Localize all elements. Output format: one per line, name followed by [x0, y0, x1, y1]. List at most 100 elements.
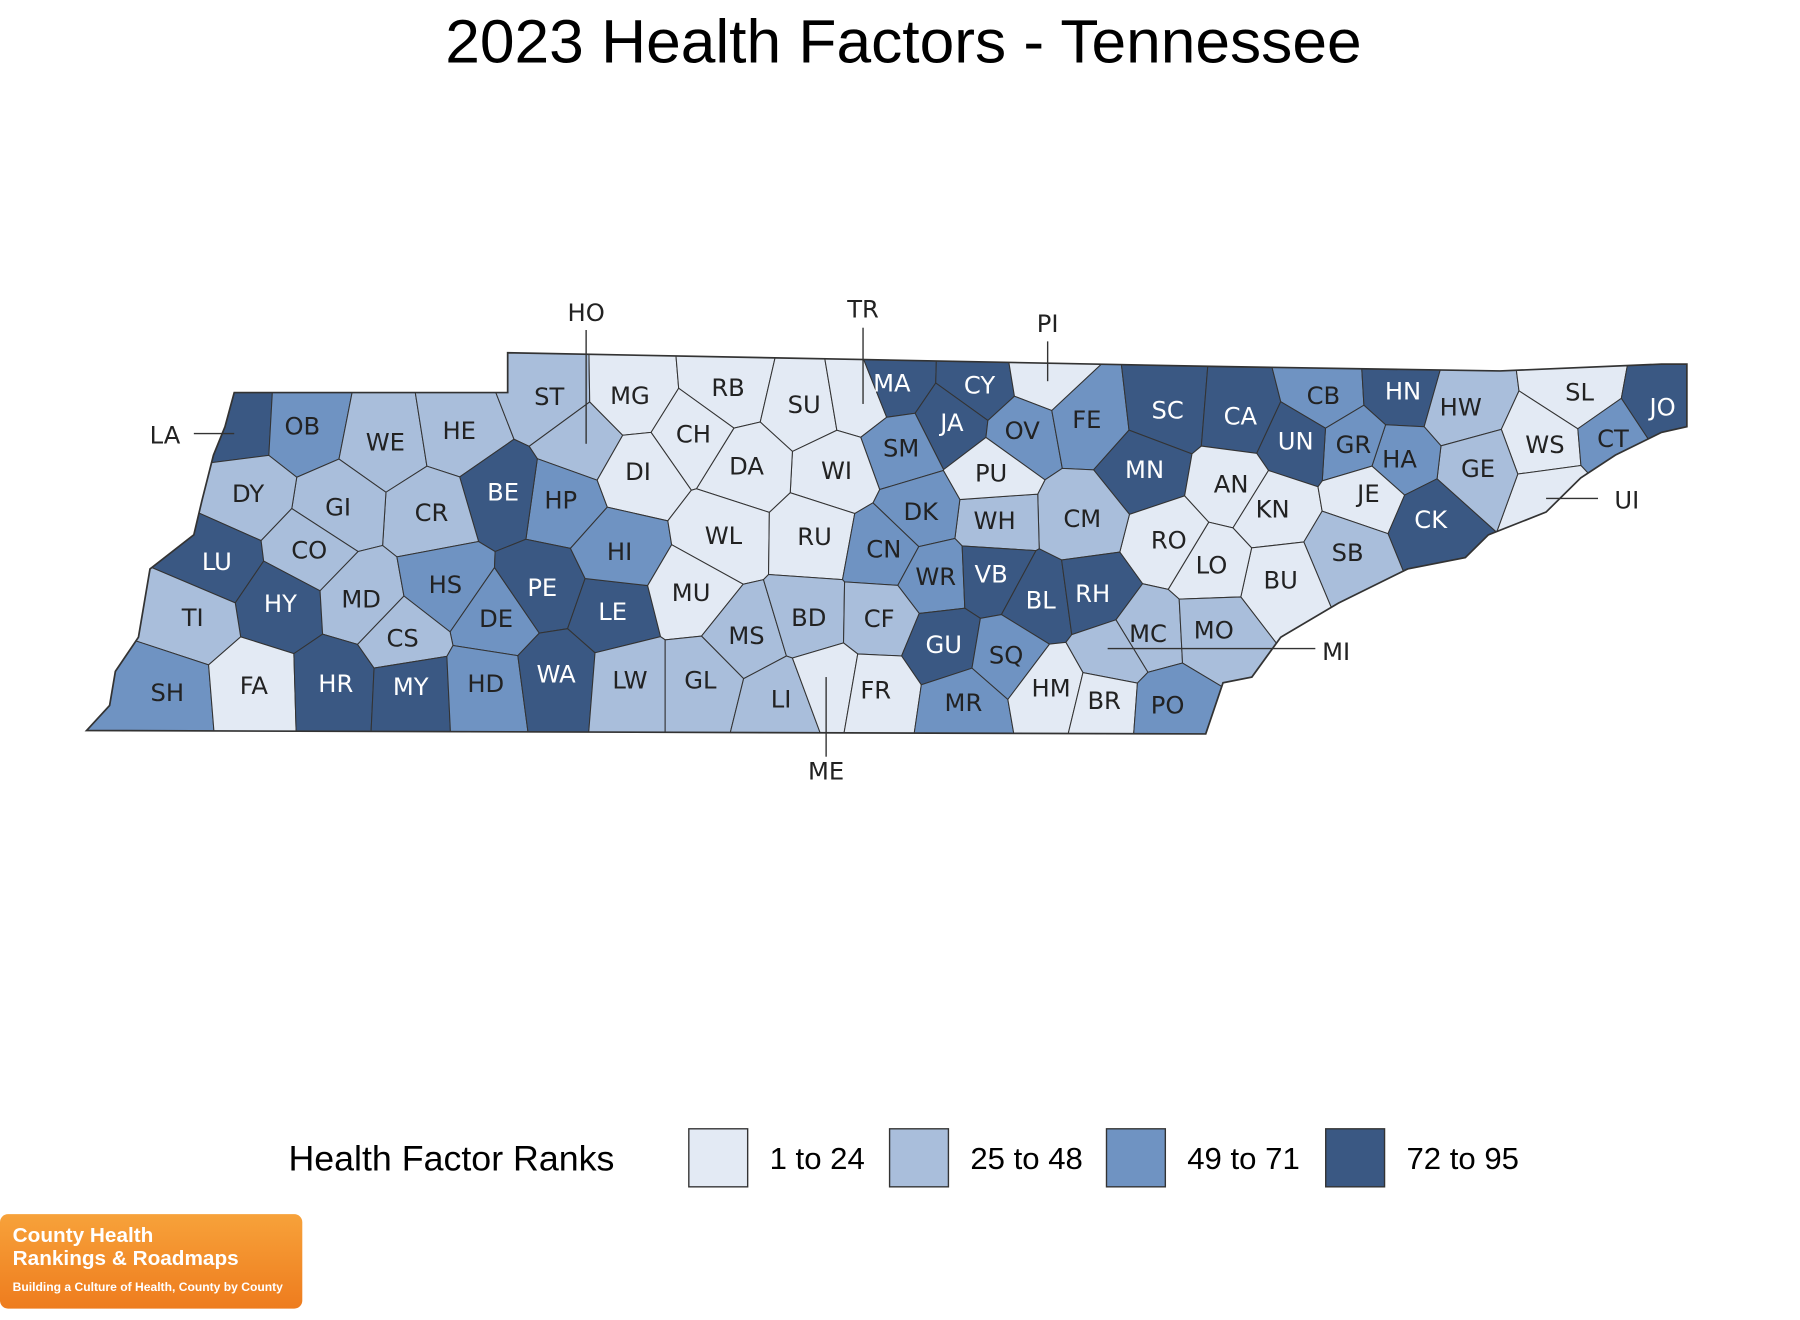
county-label: OB [284, 413, 320, 441]
title: 2023 Health Factors - Tennessee [445, 8, 1361, 77]
county-label: HA [1382, 446, 1417, 474]
county-label: PE [527, 574, 557, 602]
county-label: CN [866, 536, 901, 564]
county-label: JE [1355, 480, 1379, 508]
county-label: SU [788, 391, 821, 419]
county-label: BL [1026, 587, 1057, 615]
county-label: GU [926, 631, 963, 659]
county-label: MC [1129, 620, 1167, 648]
county-label: GL [684, 667, 717, 695]
county-label: LE [598, 598, 627, 626]
county-label: CM [1063, 505, 1101, 533]
county-label: JO [1648, 393, 1676, 421]
county-label: CH [676, 421, 711, 449]
county-label: HR [318, 670, 353, 698]
county-label: CY [964, 372, 996, 400]
content: 2023 Health Factors - Tennessee LA OB WE HE… [0, 8, 1688, 1309]
county-label: WR [915, 563, 956, 591]
county-label: SH [151, 679, 185, 707]
county-label: MN [1125, 456, 1164, 484]
county-label: CO [291, 537, 327, 565]
county-label: HY [264, 590, 297, 618]
county-label: RO [1151, 527, 1187, 555]
county-label: BE [487, 479, 519, 507]
county-label: FR [860, 677, 891, 705]
county-label: RU [797, 523, 832, 551]
legend-swatch [1325, 1128, 1386, 1188]
logo-text: Rankings & Roadmaps [13, 1247, 239, 1270]
county-label: LW [612, 667, 647, 695]
county-label: DI [625, 458, 651, 486]
county [338, 352, 428, 493]
county [1387, 478, 1549, 734]
county-label: SM [883, 434, 919, 462]
county-label: MR [945, 689, 983, 717]
county-label: CR [415, 499, 449, 527]
county-label: HS [429, 571, 463, 599]
county-label: HO [567, 299, 604, 327]
county-label: WL [705, 522, 743, 550]
county-label: AN [1214, 471, 1249, 499]
county-label: WH [974, 507, 1016, 535]
county [208, 636, 298, 734]
county-labels: LA OB WE HE ST HO MG RB SU TR MA CY PI JA OV FE SC CA CB HN… [150, 296, 1676, 786]
county-label: MO [1194, 616, 1234, 644]
county-label: MI [1322, 638, 1350, 666]
county-label: ME [808, 758, 844, 786]
county-label: MS [728, 622, 764, 650]
logo-badge [0, 1214, 303, 1309]
county-label: MU [672, 579, 711, 607]
county-label: SL [1565, 379, 1594, 407]
county-label: MG [610, 382, 650, 410]
county-label: RH [1075, 580, 1110, 608]
county-label: CB [1307, 382, 1341, 410]
county-label: SC [1152, 397, 1184, 425]
county-label: HN [1385, 378, 1421, 406]
county-label: PU [975, 459, 1007, 487]
legend-label: 25 to 48 [970, 1141, 1083, 1176]
county-label: BU [1264, 566, 1298, 594]
legend: 1 to 24 25 to 48 49 to 71 72 to 95 [688, 1128, 1519, 1188]
county-label: LU [202, 548, 232, 576]
legend-swatch [688, 1128, 749, 1188]
county-label: HW [1440, 393, 1482, 421]
county-label: MD [341, 586, 381, 614]
county-label: BR [1087, 687, 1121, 715]
county-label: FA [240, 672, 269, 700]
county [293, 633, 375, 734]
county-label: DK [903, 498, 939, 526]
logo-text: County Health [13, 1224, 154, 1247]
county-label: HE [442, 417, 476, 445]
county-label: GE [1461, 455, 1495, 483]
logo: County Health Rankings & Roadmaps Buildi… [0, 1214, 303, 1309]
county-label: OV [1005, 417, 1041, 445]
county-label: PO [1151, 692, 1185, 720]
county [517, 628, 596, 734]
county-label: JA [938, 409, 964, 437]
county-label: CF [864, 605, 895, 633]
county-label: CA [1224, 403, 1258, 431]
legend-title: Health Factor Ranks [288, 1139, 614, 1179]
county-label: WS [1525, 431, 1564, 459]
county-label: DA [729, 453, 764, 481]
county-label: UI [1614, 487, 1639, 515]
legend-label: 49 to 71 [1187, 1141, 1300, 1176]
county-label: LA [150, 422, 181, 450]
legend-swatch [888, 1128, 950, 1188]
county-label: DY [232, 480, 264, 508]
county-label: PI [1037, 310, 1059, 338]
county-label: HP [544, 487, 577, 515]
county-label: GI [325, 494, 351, 522]
county-label: SB [1332, 539, 1364, 567]
county-label: MA [873, 370, 911, 398]
county [584, 636, 666, 734]
county-label: HD [467, 670, 504, 698]
county [759, 352, 838, 453]
county-label: RB [711, 374, 744, 402]
county-label: VB [975, 561, 1008, 589]
legend-label: 72 to 95 [1406, 1141, 1519, 1176]
county-label: WE [366, 429, 405, 457]
